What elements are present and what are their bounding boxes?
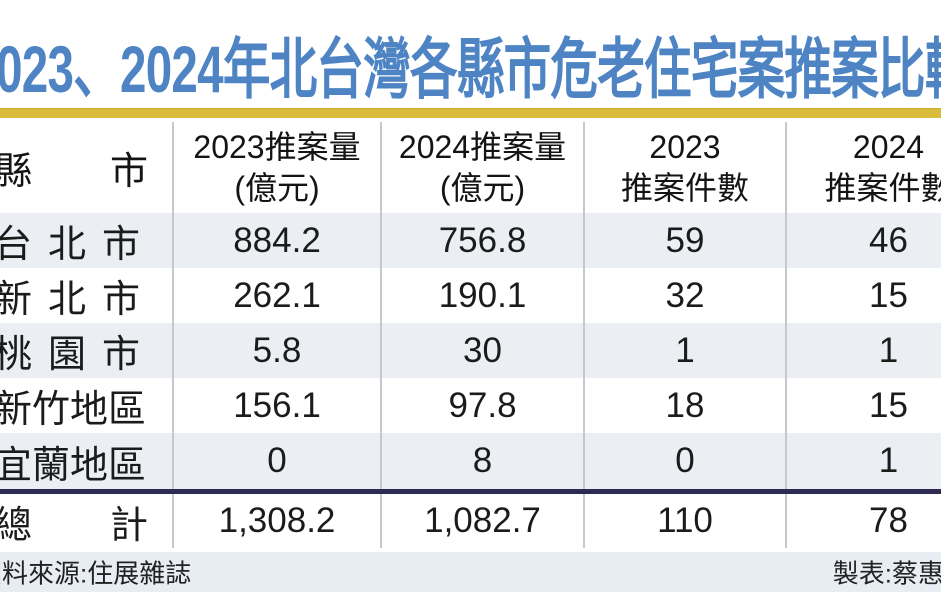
county-label: 桃園市: [0, 334, 157, 376]
cell-cnt2024: 15: [785, 268, 941, 323]
table-row-total: 總 計 1,308.2 1,082.7 110 78: [0, 494, 941, 548]
gold-divider-bar: [0, 108, 941, 118]
county-label: 新竹地區: [0, 389, 147, 431]
table-row-newtaipei: 新北市 262.1 190.1 32 15: [0, 268, 941, 323]
cell-vol2023: 1,308.2: [172, 494, 380, 548]
county-label: 新北市: [0, 279, 157, 321]
cell-vol2024: 8: [380, 433, 583, 489]
cell-vol2023: 884.2: [172, 213, 380, 268]
credit-label: 製表:蔡惠: [832, 558, 941, 589]
cell-county: 台北市: [0, 213, 172, 268]
cell-cnt2024: 46: [785, 213, 941, 268]
cell-cnt2024: 1: [785, 323, 941, 378]
cell-county: 新竹地區: [0, 378, 172, 433]
cell-cnt2023: 0: [583, 433, 785, 489]
cell-cnt2024: 78: [785, 494, 941, 548]
cell-vol2024: 97.8: [380, 378, 583, 433]
page-title: 2023、2024年北台灣各縣市危老住宅案推案比較: [0, 32, 941, 106]
county-label: 總 計: [0, 504, 169, 547]
table-header-row: 縣 市 2023推案量 (億元) 2024推案量 (億元) 2023 推案件數 …: [0, 122, 941, 213]
header-vol2023-line2: (億元): [234, 169, 320, 206]
cell-county: 新北市: [0, 268, 172, 323]
cell-vol2024: 1,082.7: [380, 494, 583, 548]
header-cnt2023: 2023 推案件數: [583, 122, 785, 213]
total-divider-rule: [0, 489, 941, 494]
cell-county: 總 計: [0, 494, 172, 548]
footer-band: 資料來源:住展雜誌 製表:蔡惠: [0, 552, 941, 592]
county-label: 宜蘭地區: [0, 444, 147, 487]
header-cnt2023-line1: 2023: [649, 128, 721, 165]
cell-county: 桃園市: [0, 323, 172, 378]
cell-cnt2023: 32: [583, 268, 785, 323]
cell-vol2024: 190.1: [380, 268, 583, 323]
cell-cnt2023: 110: [583, 494, 785, 548]
header-vol2023: 2023推案量 (億元): [172, 122, 380, 213]
cell-vol2024: 30: [380, 323, 583, 378]
county-label: 台北市: [0, 224, 157, 266]
cell-vol2023: 262.1: [172, 268, 380, 323]
table-row-taipei: 台北市 884.2 756.8 59 46: [0, 213, 941, 268]
cell-cnt2024: 1: [785, 433, 941, 489]
source-label: 資料來源:住展雜誌: [0, 558, 192, 589]
header-vol2024-line1: 2024推案量: [398, 128, 567, 165]
header-cnt2024-line1: 2024: [852, 128, 925, 165]
header-county-label: 縣 市: [0, 151, 169, 193]
cell-cnt2023: 1: [583, 323, 785, 378]
cell-vol2023: 0: [172, 433, 380, 489]
table-row-taoyuan: 桃園市 5.8 30 1 1: [0, 323, 941, 378]
cell-vol2023: 156.1: [172, 378, 380, 433]
cell-cnt2024: 15: [785, 378, 941, 433]
header-cnt2024-line2: 推案件數: [824, 169, 941, 206]
data-table: 縣 市 2023推案量 (億元) 2024推案量 (億元) 2023 推案件數 …: [0, 122, 941, 548]
header-cnt2023-line2: 推案件數: [620, 169, 749, 206]
header-vol2024: 2024推案量 (億元): [380, 122, 583, 213]
cell-vol2024: 756.8: [380, 213, 583, 268]
cell-cnt2023: 59: [583, 213, 785, 268]
header-vol2023-line1: 2023推案量: [193, 128, 361, 165]
cell-vol2023: 5.8: [172, 323, 380, 378]
cell-cnt2023: 18: [583, 378, 785, 433]
cell-county: 宜蘭地區: [0, 433, 172, 489]
header-county: 縣 市: [0, 122, 172, 213]
header-vol2024-line2: (億元): [439, 169, 526, 206]
table-row-hsinchu: 新竹地區 156.1 97.8 18 15: [0, 378, 941, 433]
table-row-yilan: 宜蘭地區 0 8 0 1: [0, 433, 941, 489]
header-cnt2024: 2024 推案件數: [785, 122, 941, 213]
